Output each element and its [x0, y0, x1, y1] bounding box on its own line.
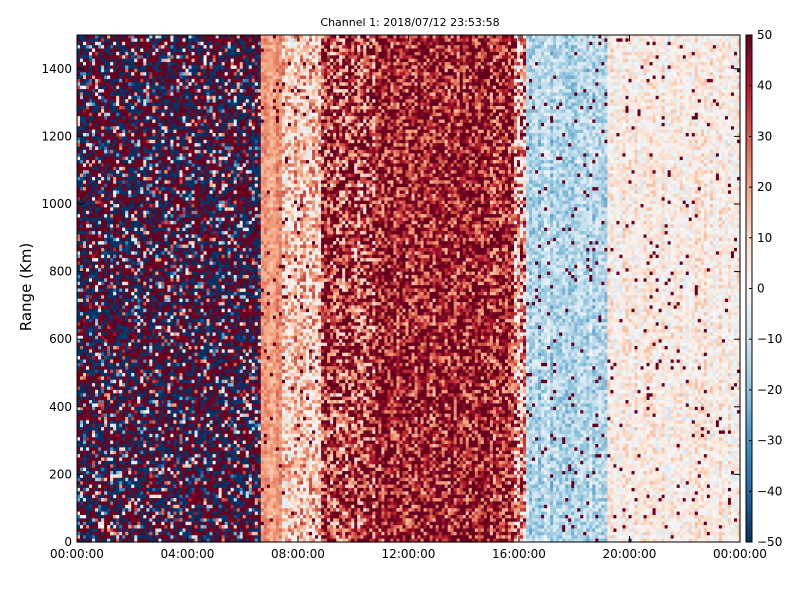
chart-title: Channel 1: 2018/07/12 23:53:58	[320, 16, 499, 29]
heatmap-cells	[77, 35, 741, 543]
